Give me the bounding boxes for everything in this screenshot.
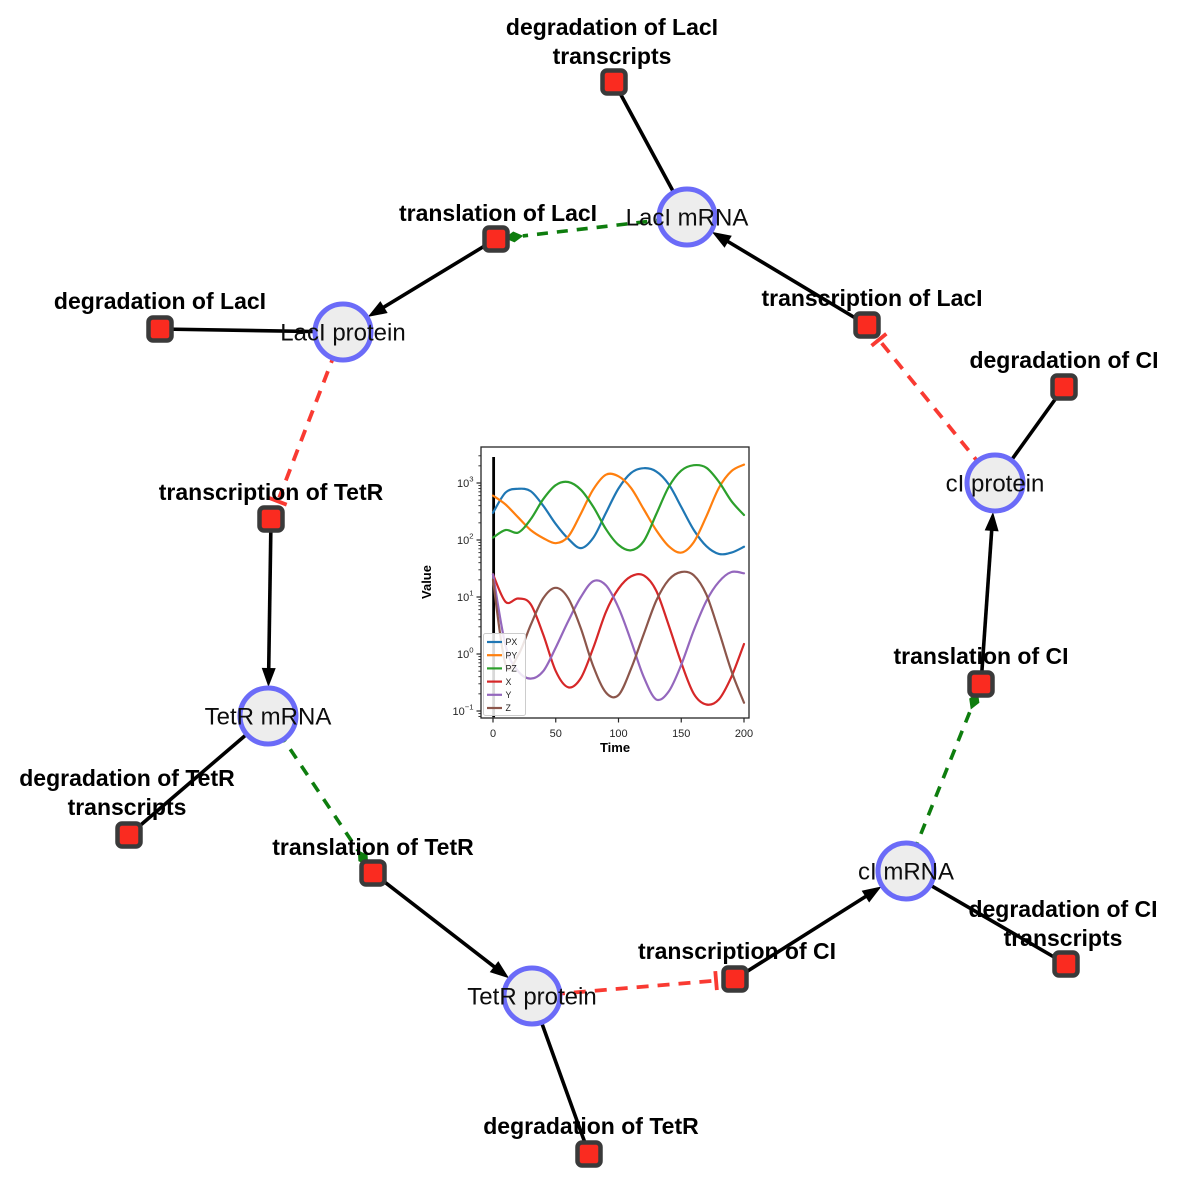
reaction-node-deg_cI_tx[interactable]: [1052, 950, 1080, 978]
inhibition-tee-icon: [268, 496, 288, 507]
chart-series-PX: [491, 467, 746, 556]
edge-product-line: [371, 871, 499, 971]
species-label-cI_mRNA: cI mRNA: [858, 859, 954, 886]
legend-label-Y: Y: [506, 690, 512, 700]
edge-product-line: [979, 526, 994, 685]
inhibition-tee-icon: [870, 332, 888, 348]
chart-y-tick-label: 101: [457, 589, 474, 605]
reaction-label-deg_lacI_tx: degradation of LacI: [506, 14, 718, 40]
chart-x-tick-label: 100: [609, 728, 627, 740]
species-node-cI_protein[interactable]: [964, 452, 1026, 514]
species-node-lacI_protein[interactable]: [312, 301, 374, 363]
inhibition-tee-icon: [713, 970, 719, 991]
reaction-node-deg_lacI_tx[interactable]: [600, 68, 628, 96]
chart-legend-box: [483, 633, 526, 716]
chart-series-Y: [491, 570, 746, 702]
reaction-label-transcription_tetR: transcription of TetR: [159, 479, 384, 505]
reaction-node-translation_lacI[interactable]: [482, 225, 510, 253]
reaction-node-deg_cI[interactable]: [1050, 373, 1078, 401]
edge-product-line: [266, 518, 273, 673]
reaction-label-transcription_cI: transcription of CI: [638, 938, 836, 964]
legend-label-PZ: PZ: [506, 664, 518, 674]
species-node-tetR_mRNA[interactable]: [237, 685, 299, 747]
legend-label-X: X: [506, 677, 512, 687]
reaction-node-deg_tetR_tx[interactable]: [115, 821, 143, 849]
reaction-label-deg_cI: degradation of CI: [969, 347, 1158, 373]
legend-label-Z: Z: [506, 703, 512, 713]
chart-y-tick-label: 10−1: [452, 703, 473, 719]
chart-xlabel: Time: [600, 740, 630, 755]
node-layer: [115, 68, 1080, 1168]
reaction-node-transcription_lacI[interactable]: [853, 311, 881, 339]
chart-y-tick-label: 103: [457, 475, 474, 491]
arrowhead-icon: [261, 667, 276, 688]
edge-reactant-line: [905, 869, 1067, 966]
chart-y-tick-label: 100: [457, 646, 474, 662]
reaction-label-deg_tetR_tx: transcripts: [68, 794, 187, 820]
legend-label-PX: PX: [506, 637, 518, 647]
species-label-tetR_mRNA: TetR mRNA: [205, 704, 332, 731]
edge-product-line: [734, 892, 870, 981]
species-label-lacI_protein: LacI protein: [280, 320, 405, 347]
arrowhead-icon: [367, 301, 388, 317]
edge-product-line: [723, 238, 868, 327]
reaction-label-deg_lacI: degradation of LacI: [54, 288, 266, 314]
chart-x-tick-label: 200: [735, 728, 753, 740]
species-node-cI_mRNA[interactable]: [875, 840, 937, 902]
reaction-label-translation_lacI: translation of LacI: [399, 200, 597, 226]
reaction-node-transcription_tetR[interactable]: [257, 505, 285, 533]
reaction-node-deg_tetR[interactable]: [575, 1140, 603, 1168]
species-label-lacI_mRNA: LacI mRNA: [626, 205, 749, 232]
edge-product-line: [379, 237, 497, 311]
label-layer: LacI mRNA LacI protein TetR mRNA TetR prote…: [19, 14, 1158, 1139]
reaction-label-deg_cI_tx: transcripts: [1004, 925, 1123, 951]
reaction-label-translation_tetR: translation of TetR: [272, 834, 474, 860]
chart-x-tick-label: 150: [672, 728, 690, 740]
reaction-label-deg_lacI_tx: transcripts: [553, 43, 672, 69]
reaction-node-translation_tetR[interactable]: [359, 859, 387, 887]
chart-series-PZ: [491, 463, 746, 552]
reaction-node-translation_cI[interactable]: [967, 670, 995, 698]
edge-reactant-line: [159, 327, 344, 334]
reaction-label-deg_tetR: degradation of TetR: [483, 1113, 699, 1139]
reaction-label-transcription_lacI: transcription of LacI: [761, 285, 982, 311]
chart-x-tick-label: 0: [490, 728, 496, 740]
legend-label-PY: PY: [506, 650, 518, 660]
chart-series-Z: [491, 570, 746, 704]
chart-x-tick-label: 50: [550, 728, 562, 740]
chart-series-X: [491, 572, 746, 706]
species-label-cI_protein: cI protein: [946, 471, 1045, 498]
chart-y-tick-label: 102: [457, 532, 474, 548]
chart-legend: PX PY PZ XYZ: [483, 633, 526, 716]
arrowhead-icon: [711, 231, 732, 248]
arrowhead-icon: [489, 961, 510, 979]
reaction-node-transcription_cI[interactable]: [721, 965, 749, 993]
species-node-lacI_mRNA[interactable]: [656, 186, 718, 248]
reaction-label-translation_cI: translation of CI: [893, 643, 1068, 669]
chart-series-PY: [491, 463, 746, 554]
species-label-tetR_protein: TetR protein: [467, 984, 596, 1011]
chart-ylabel: Value: [419, 565, 434, 599]
arrowhead-icon: [861, 886, 882, 903]
species-node-tetR_protein[interactable]: [501, 965, 563, 1027]
reaction-label-deg_cI_tx: degradation of CI: [968, 896, 1157, 922]
inset-chart: 0 50 100 150 20010310210110010−1TimeValuePXP…: [419, 446, 753, 755]
reaction-node-deg_lacI[interactable]: [146, 315, 174, 343]
reaction-label-deg_tetR_tx: degradation of TetR: [19, 765, 235, 791]
arrowhead-icon: [984, 511, 999, 532]
